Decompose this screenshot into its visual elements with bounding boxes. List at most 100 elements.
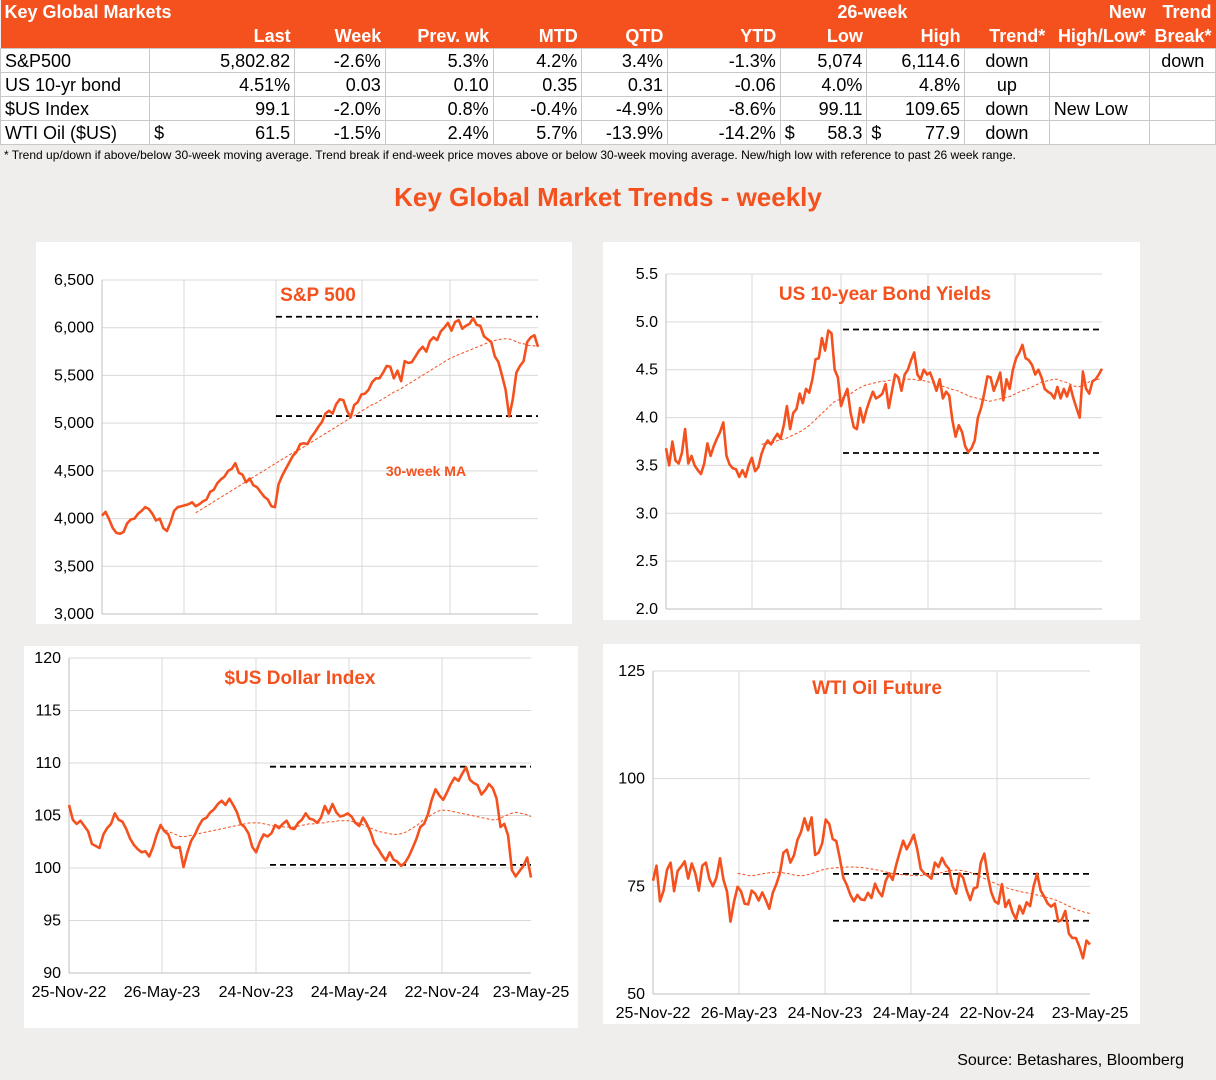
cell-week: -2.0%	[294, 96, 386, 121]
cell-high: 109.65	[866, 96, 966, 121]
ma-annotation: 30-week MA	[386, 463, 466, 479]
header-high-low: High/Low*	[1049, 24, 1150, 49]
y-tick-label: 5,500	[54, 367, 94, 384]
y-tick-label: 125	[618, 663, 645, 680]
chart-title: S&P 500	[280, 285, 356, 306]
cell-name: $US Index	[0, 96, 151, 121]
y-tick-label: 5,000	[54, 415, 94, 432]
cell-prev-wk: 0.10	[384, 72, 494, 97]
x-tick-label: 22-Nov-24	[405, 984, 480, 1001]
cell-value: 109.65	[905, 98, 961, 119]
cell-prev-wk: 5.3%	[384, 48, 494, 73]
cell-value: 5,802.82	[220, 50, 291, 71]
header-new: New	[1049, 0, 1150, 24]
cell-trend: down	[964, 48, 1050, 73]
cell-mtd: -0.4%	[492, 96, 583, 121]
sp500-chart: 3,000 3,500 4,000 4,500 5,000 5,500 6,000 6,500…	[54, 272, 540, 623]
cell-mtd: 5.7%	[492, 120, 583, 145]
x-tick-label: 24-May-24	[311, 984, 388, 1001]
x-tick-label: 24-Nov-23	[788, 1005, 863, 1022]
cell-last: 99.1	[149, 96, 296, 121]
cell-value: 99.1	[255, 98, 291, 119]
currency-symbol: $	[154, 122, 165, 143]
wti-chart-panel: 50 75 100 125 25-Nov-22 26-May-23 24-Nov-23 24-…	[603, 644, 1140, 1024]
usd-index-chart-panel: 90 95 100 105 110 115 120 25-Nov-22 26-May-23 24-…	[24, 646, 578, 1028]
table-row: WTI Oil ($US) $61.5 -1.5% 2.4% 5.7% -13.9% -14…	[0, 120, 1216, 145]
cell-new-hl	[1048, 120, 1151, 145]
y-tick-label: 6,000	[54, 320, 94, 337]
header-26-week: 26-week	[780, 0, 965, 24]
table-row: S&P500 5,802.82 -2.6% 5.3% 4.2% 3.4% -1.3% 5,07…	[0, 48, 1216, 73]
cell-last: 4.51%	[149, 72, 296, 97]
header-week: Week	[294, 24, 386, 49]
wti-chart: 50 75 100 125 25-Nov-22 26-May-23 24-Nov-23 24-…	[616, 663, 1129, 1022]
x-tick-label: 23-May-25	[1052, 1005, 1129, 1022]
header-low: Low	[780, 24, 867, 49]
y-tick-label: 4,500	[54, 463, 94, 480]
cell-high: 6,114.6	[866, 48, 966, 73]
cell-trend: down	[964, 120, 1050, 145]
price-series-line	[664, 329, 1104, 479]
x-tick-label: 24-Nov-23	[219, 984, 294, 1001]
cell-new-hl: New Low	[1048, 96, 1151, 121]
header-row-1: Key Global Markets 26-week New Trend	[0, 0, 1216, 24]
y-tick-label: 105	[34, 808, 61, 825]
source-note: Source: Betashares, Bloomberg	[957, 1052, 1184, 1069]
header-mtd: MTD	[493, 24, 582, 49]
cell-high: 4.8%	[866, 72, 966, 97]
header-trend: Trend	[1149, 0, 1216, 24]
y-tick-label: 3.5	[636, 457, 658, 474]
y-tick-label: 95	[43, 913, 61, 930]
y-tick-label: 6,500	[54, 272, 94, 289]
page-title: Key Global Market Trends - weekly	[394, 182, 822, 212]
y-tick-label: 5.0	[636, 314, 658, 331]
cell-prev-wk: 2.4%	[384, 120, 494, 145]
cell-week: -1.5%	[294, 120, 386, 145]
cell-low: 4.0%	[779, 72, 868, 97]
cell-value: 5,074	[817, 50, 863, 71]
cell-value: 4.8%	[919, 74, 961, 95]
cell-trend-break	[1149, 120, 1216, 145]
header-qtd: QTD	[581, 24, 668, 49]
chart-title: WTI Oil Future	[812, 678, 942, 699]
cell-trend-break	[1149, 72, 1216, 97]
y-tick-label: 120	[34, 650, 61, 667]
cell-ytd: -1.3%	[666, 48, 781, 73]
moving-average-line	[761, 377, 1103, 445]
cell-ytd: -8.6%	[666, 96, 781, 121]
header-high: High	[866, 24, 965, 49]
cell-qtd: 0.31	[581, 72, 668, 97]
cell-high: $77.9	[866, 120, 966, 145]
cell-mtd: 4.2%	[492, 48, 583, 73]
cell-qtd: 3.4%	[581, 48, 668, 73]
cell-new-hl	[1048, 72, 1151, 97]
sp500-chart-panel: 3,000 3,500 4,000 4,500 5,000 5,500 6,000 6,500…	[36, 242, 572, 624]
cell-week: -2.6%	[294, 48, 386, 73]
header-last: Last	[149, 24, 295, 49]
header-trend-star: Trend*	[964, 24, 1050, 49]
cell-value: 61.5	[255, 122, 291, 143]
x-tick-label: 25-Nov-22	[32, 984, 107, 1001]
cell-value: 4.0%	[821, 74, 863, 95]
currency-symbol: $	[784, 122, 795, 143]
y-tick-label: 2.0	[636, 601, 658, 618]
chart-title: US 10-year Bond Yields	[779, 284, 991, 305]
table-row: $US Index 99.1 -2.0% 0.8% -0.4% -4.9% -8.6% 99.…	[0, 96, 1216, 121]
moving-average-line	[160, 809, 532, 837]
header-row-2: Last Week Prev. wk MTD QTD YTD Low High …	[0, 24, 1216, 49]
price-series-line	[67, 765, 533, 878]
y-tick-label: 90	[43, 965, 61, 982]
header-ytd: YTD	[667, 24, 781, 49]
y-tick-label: 2.5	[636, 553, 658, 570]
x-tick-label: 23-May-25	[493, 984, 570, 1001]
cell-ytd: -0.06	[666, 72, 781, 97]
cell-low: 99.11	[779, 96, 868, 121]
y-tick-label: 100	[34, 860, 61, 877]
cell-week: 0.03	[294, 72, 386, 97]
cell-name: US 10-yr bond	[0, 72, 151, 97]
x-tick-label: 24-May-24	[873, 1005, 950, 1022]
cell-last: $61.5	[149, 120, 296, 145]
y-tick-label: 5.5	[636, 266, 658, 283]
cell-trend: down	[964, 96, 1050, 121]
cell-name: WTI Oil ($US)	[0, 120, 151, 145]
